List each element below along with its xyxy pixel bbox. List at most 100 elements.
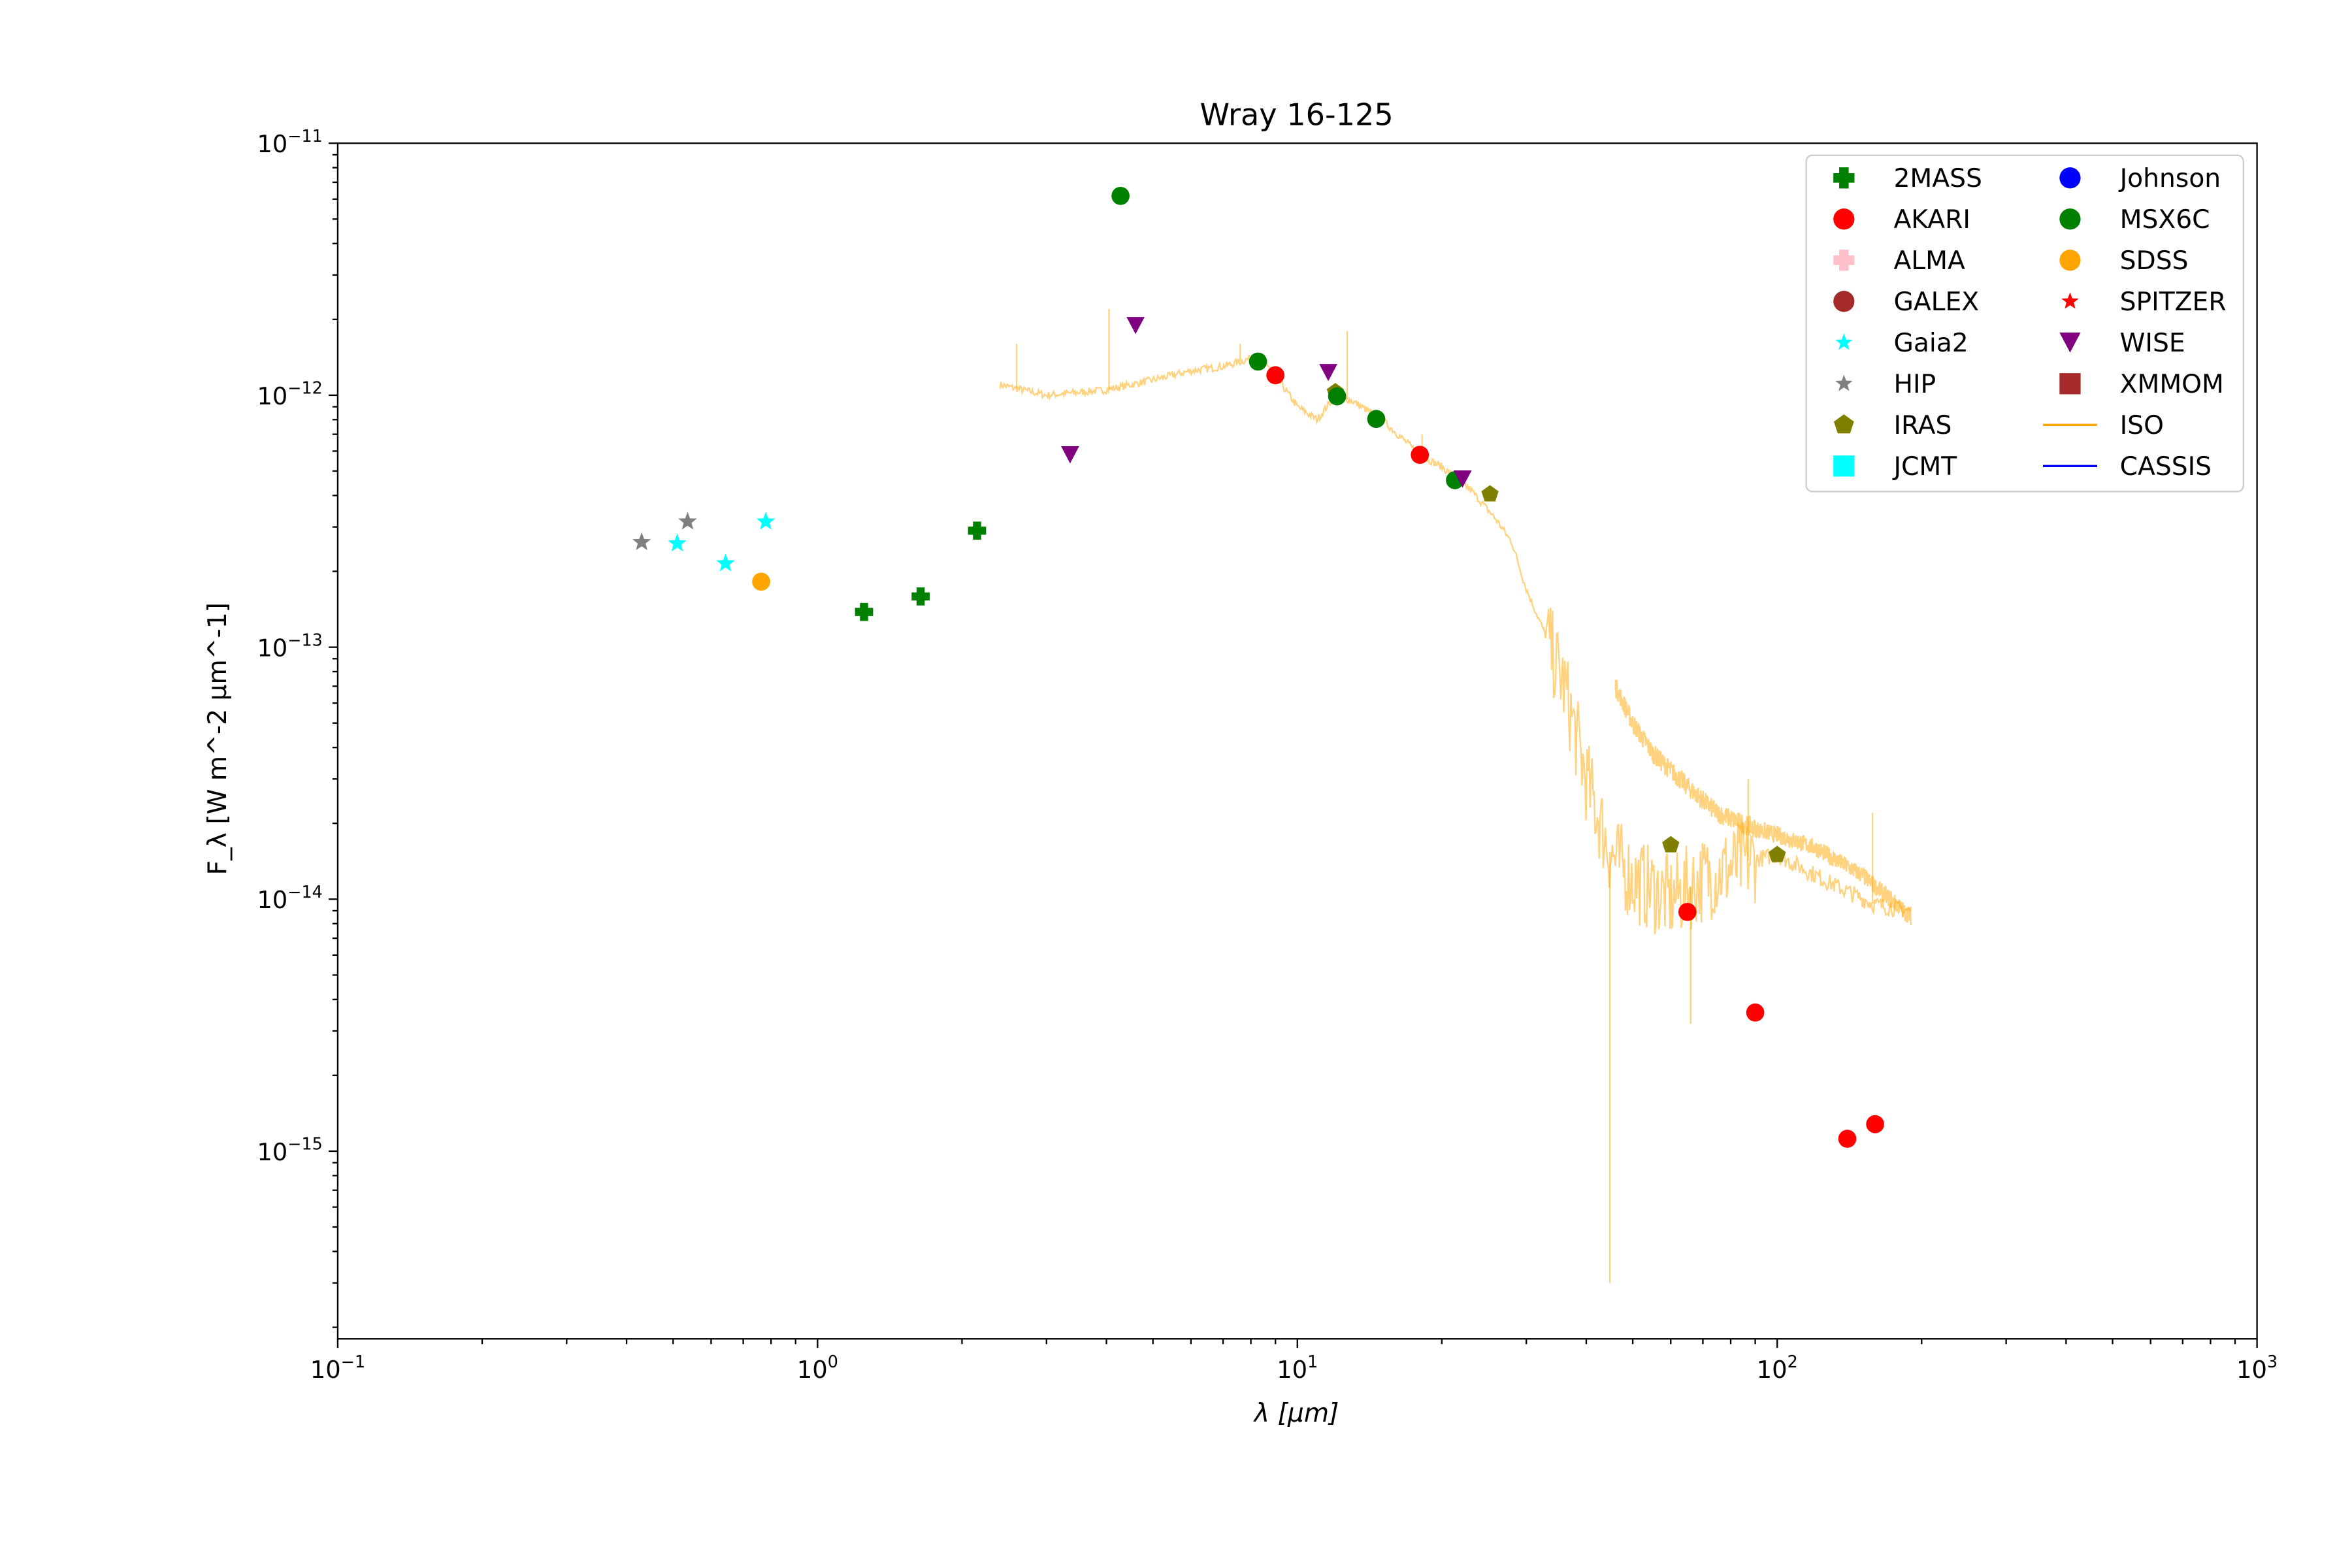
y-tick-label: 10−11 xyxy=(257,126,323,158)
legend: 2MASS AKARI ALMA GALEX Gaia2 HIP IRAS JCMT Johns… xyxy=(1805,154,2244,493)
y-tick-base: 10 xyxy=(257,634,287,662)
legend-star-icon xyxy=(2061,292,2079,309)
legend-square-icon xyxy=(2059,373,2081,395)
x-tick-exp: −1 xyxy=(341,1352,365,1371)
legend-circle-icon xyxy=(2059,208,2081,230)
data-point-hip xyxy=(632,532,651,551)
legend-label: XMMOM xyxy=(2120,370,2224,399)
legend-label: SPITZER xyxy=(2120,287,2227,317)
legend-circle-icon xyxy=(1833,291,1855,312)
y-tick-exp: −15 xyxy=(287,1134,323,1154)
data-point-msx6c xyxy=(1249,352,1267,371)
x-tick-base: 10 xyxy=(310,1356,341,1384)
legend-label: Gaia2 xyxy=(1893,329,1968,358)
x-tick-base: 10 xyxy=(797,1356,828,1384)
y-tick-label: 10−12 xyxy=(257,378,323,410)
data-point-hip xyxy=(678,512,697,530)
data-point-akari xyxy=(1746,1003,1765,1022)
data-point-gaia2 xyxy=(668,533,687,551)
data-point-wise xyxy=(1126,317,1145,335)
data-point-sdss xyxy=(752,572,770,591)
data-point-iras xyxy=(1769,845,1786,862)
legend-plus-icon xyxy=(1833,167,1855,189)
legend-item-iras: IRAS xyxy=(1833,411,1952,440)
y-tick-exp: −14 xyxy=(287,882,323,902)
y-tick-base: 10 xyxy=(257,130,287,158)
y-tick-base: 10 xyxy=(257,1138,287,1166)
legend-item-cassis: CASSIS xyxy=(2042,452,2212,482)
data-point-2mass xyxy=(968,521,987,540)
x-tick-base: 10 xyxy=(1277,1356,1307,1384)
legend-item-johnson: Johnson xyxy=(2059,164,2221,193)
legend-label: IRAS xyxy=(1893,411,1952,440)
legend-item-gaia2: Gaia2 xyxy=(1835,329,1968,358)
legend-label: Johnson xyxy=(2118,164,2221,193)
y-axis-label: F_λ [W m^-2 μm^-1] xyxy=(203,602,233,875)
legend-circle-icon xyxy=(2059,250,2081,271)
data-point-msx6c xyxy=(1367,410,1386,429)
legend-item-alma: ALMA xyxy=(1833,246,1965,276)
legend-label: ALMA xyxy=(1893,246,1965,276)
x-tick-label: 101 xyxy=(1277,1352,1318,1384)
legend-plus-icon xyxy=(1833,250,1855,271)
x-tick-exp: 0 xyxy=(828,1352,838,1371)
legend-item-wise: WISE xyxy=(2059,329,2185,358)
legend-item-jcmt: JCMT xyxy=(1833,452,1957,482)
y-tick-exp: −13 xyxy=(287,630,323,649)
x-tick-exp: 2 xyxy=(1788,1352,1798,1371)
y-tick-exp: −11 xyxy=(287,126,323,146)
data-point-gaia2 xyxy=(716,553,735,572)
data-point-2mass xyxy=(911,587,930,606)
legend-label: WISE xyxy=(2120,329,2185,358)
legend-item-hip: HIP xyxy=(1835,370,1936,399)
x-tick-label: 100 xyxy=(797,1352,838,1384)
x-tick-exp: 3 xyxy=(2267,1352,2278,1371)
y-tick-label: 10−13 xyxy=(257,630,323,662)
y-tick-label: 10−14 xyxy=(257,882,323,914)
x-tick-label: 10−1 xyxy=(310,1352,365,1384)
legend-label: ISO xyxy=(2120,411,2164,440)
data-point-wise xyxy=(1319,364,1337,382)
legend-star-icon xyxy=(1835,333,1853,350)
data-point-akari xyxy=(1866,1115,1884,1134)
legend-item-akari: AKARI xyxy=(1833,205,1970,235)
iso-spectrum-line xyxy=(1614,679,1912,926)
legend-pentagon-icon xyxy=(1833,414,1854,434)
legend-label: HIP xyxy=(1893,370,1936,399)
x-tick-label: 103 xyxy=(2236,1352,2278,1384)
x-axis-label: λ [μm] xyxy=(1253,1399,1339,1428)
data-point-akari xyxy=(1678,902,1697,921)
data-point-2mass xyxy=(855,602,874,621)
legend-label: GALEX xyxy=(1893,287,1979,317)
data-point-akari xyxy=(1838,1130,1857,1148)
legend-label: MSX6C xyxy=(2120,205,2210,235)
legend-item-spitzer: SPITZER xyxy=(2061,287,2227,317)
x-tick-base: 10 xyxy=(2236,1356,2267,1384)
legend-label: AKARI xyxy=(1893,205,1970,235)
legend-item-iso: ISO xyxy=(2042,411,2164,440)
legend-label: SDSS xyxy=(2120,246,2189,276)
plot-area xyxy=(632,186,1912,1283)
y-tick-exp: −12 xyxy=(287,378,323,398)
data-point-iras xyxy=(1662,836,1680,853)
data-point-iras xyxy=(1481,485,1499,502)
data-point-wise xyxy=(1453,470,1472,488)
legend-circle-icon xyxy=(2059,167,2081,189)
y-tick-label: 10−15 xyxy=(257,1134,323,1166)
legend-circle-icon xyxy=(1833,208,1855,230)
legend-item-2mass: 2MASS xyxy=(1833,164,1982,193)
data-point-wise xyxy=(1061,446,1079,464)
x-tick-base: 10 xyxy=(1757,1356,1788,1384)
legend-item-msx6c: MSX6C xyxy=(2059,205,2210,235)
data-point-akari xyxy=(1266,366,1285,385)
y-tick-base: 10 xyxy=(257,382,287,410)
data-point-msx6c xyxy=(1328,387,1347,406)
data-point-msx6c xyxy=(1111,186,1130,205)
legend-square-icon xyxy=(1833,455,1855,477)
legend-box xyxy=(1805,154,2244,493)
legend-item-xmmom: XMMOM xyxy=(2059,370,2224,399)
legend-star-icon xyxy=(1835,374,1853,391)
data-point-akari xyxy=(1411,446,1429,465)
y-tick-base: 10 xyxy=(257,886,287,914)
